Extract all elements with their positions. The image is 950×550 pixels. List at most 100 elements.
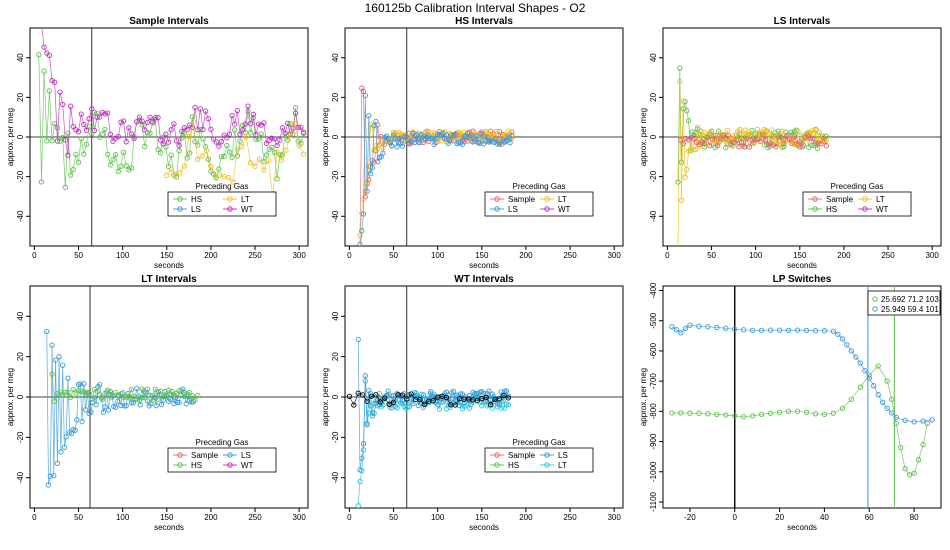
legend-label: Sample	[508, 451, 536, 460]
x-tick-label: 100	[431, 251, 445, 260]
data-point	[38, 179, 45, 185]
y-tick-label: -1000	[649, 461, 658, 482]
data-point	[452, 402, 458, 408]
data-point	[386, 401, 392, 407]
data-point	[208, 126, 214, 132]
data-point	[408, 138, 414, 145]
legend-label: WT	[876, 205, 889, 214]
data-point	[54, 138, 61, 144]
data-point	[505, 395, 511, 401]
legend-marker	[177, 462, 183, 468]
data-point	[296, 143, 302, 149]
data-point	[70, 167, 76, 173]
x-tick-label: 150	[793, 251, 807, 260]
data-point	[250, 111, 256, 118]
y-tick-label: -900	[649, 433, 658, 450]
plot-area	[669, 286, 935, 508]
data-point	[871, 383, 877, 389]
data-point	[351, 402, 357, 408]
data-point	[168, 127, 174, 133]
x-tick-label: 150	[160, 251, 174, 260]
data-point	[118, 119, 124, 125]
data-point	[778, 135, 784, 141]
data-point	[468, 132, 474, 139]
data-point	[459, 141, 466, 147]
legend-label: LS	[508, 205, 518, 214]
data-point	[278, 157, 285, 163]
legend-label: LS	[558, 451, 568, 460]
data-point	[234, 153, 241, 159]
data-point	[298, 124, 304, 130]
x-tick-label: -20	[684, 513, 696, 522]
data-point	[253, 136, 259, 143]
data-point	[741, 144, 747, 150]
x-tick-label: 0	[347, 513, 352, 522]
data-point	[779, 128, 785, 134]
data-point	[157, 150, 164, 156]
data-point	[427, 389, 434, 395]
data-point	[112, 404, 119, 410]
x-tick-label: 0	[32, 513, 37, 522]
legend-marker	[494, 206, 500, 212]
data-point	[805, 132, 811, 138]
data-point	[720, 132, 726, 138]
x-tick-label: 250	[881, 251, 895, 260]
data-point	[239, 144, 245, 150]
data-point	[493, 136, 499, 142]
data-point	[399, 401, 406, 407]
series-line-Sample	[680, 134, 827, 148]
panel-title: Sample Intervals	[129, 16, 209, 27]
data-point	[144, 119, 151, 126]
y-axis-label: approx. per meg	[6, 108, 15, 166]
data-point	[157, 388, 164, 394]
data-point	[495, 401, 501, 407]
data-point	[436, 406, 443, 412]
data-point	[683, 135, 689, 142]
data-point	[269, 144, 275, 150]
data-point	[443, 132, 450, 138]
data-point	[144, 386, 151, 392]
data-point	[725, 132, 731, 139]
data-point	[677, 65, 683, 71]
data-point	[684, 166, 690, 173]
data-point	[762, 137, 769, 143]
data-point	[78, 388, 84, 394]
data-point	[195, 127, 201, 133]
data-point	[675, 179, 681, 185]
data-point	[429, 399, 436, 405]
y-axis-label: approx. per meg	[6, 368, 15, 426]
data-point	[210, 136, 217, 142]
data-point	[115, 134, 121, 140]
data-point	[295, 124, 301, 130]
data-point	[45, 482, 52, 488]
data-point	[245, 103, 251, 109]
y-tick-label: 40	[331, 53, 340, 62]
data-point	[392, 135, 398, 142]
data-point	[192, 397, 198, 403]
data-point	[427, 135, 434, 142]
y-tick-label: -800	[649, 403, 658, 420]
data-point	[168, 152, 174, 158]
data-point	[477, 140, 483, 146]
data-point	[226, 149, 233, 155]
data-point	[184, 155, 190, 161]
data-point	[192, 104, 198, 111]
data-point	[150, 118, 156, 125]
data-point	[181, 130, 188, 136]
data-point	[153, 402, 159, 409]
data-point	[186, 133, 192, 140]
data-point	[160, 397, 166, 403]
data-point	[853, 354, 859, 360]
legend-box	[167, 191, 277, 217]
data-point	[669, 410, 675, 416]
data-point	[440, 399, 446, 405]
data-point	[496, 128, 503, 135]
y-tick-label: -40	[649, 210, 658, 222]
data-point	[89, 106, 95, 112]
data-point	[287, 132, 293, 138]
data-point	[875, 363, 881, 369]
data-point	[41, 68, 47, 74]
data-point	[924, 420, 931, 427]
data-point	[83, 127, 90, 133]
